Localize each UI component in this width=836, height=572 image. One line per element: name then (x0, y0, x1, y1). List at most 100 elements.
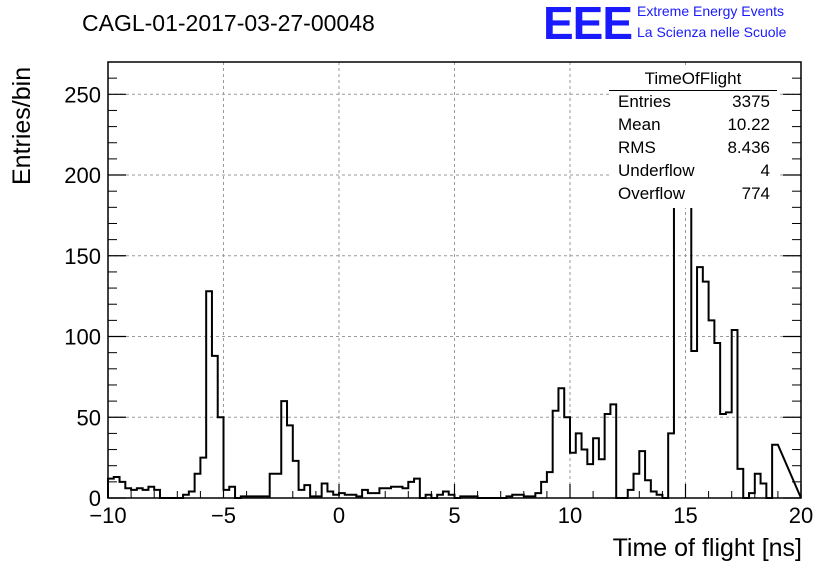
stats-row-mean: Mean 10.22 (618, 115, 770, 137)
histogram-bin (593, 438, 599, 498)
histogram-bin (726, 412, 732, 498)
stats-title: TimeOfFlight (644, 69, 742, 88)
x-axis-label: Time of flight [ns] (612, 534, 802, 562)
histogram-bin (628, 490, 634, 498)
histogram-bin (709, 320, 715, 498)
stats-divider (609, 90, 777, 91)
histogram-bin (645, 480, 651, 498)
histogram-bin (408, 482, 414, 498)
logo-subtitle-line-1: Extreme Energy Events (637, 3, 785, 19)
stats-value: 8.436 (727, 138, 770, 157)
stats-row-rms: RMS 8.436 (618, 138, 770, 160)
histogram-bin (229, 487, 235, 498)
histogram-bin (322, 483, 328, 498)
histogram-bin (651, 492, 657, 498)
histogram-bin (391, 487, 397, 498)
x-tick-label: 10 (558, 503, 582, 528)
x-tick-label: 0 (333, 503, 345, 528)
histogram-bin (714, 343, 720, 498)
histogram-bin (120, 482, 126, 498)
histogram-bin (414, 479, 420, 498)
histogram-bin (195, 474, 201, 498)
histogram-bin (443, 492, 449, 498)
x-tick-label: 15 (673, 503, 697, 528)
histogram-bin (281, 401, 287, 498)
y-tick-label: 150 (64, 244, 101, 269)
histogram-bin (674, 199, 680, 498)
histogram-bin (737, 469, 743, 498)
histogram-bin (610, 404, 616, 498)
histogram-bin (639, 451, 645, 498)
histogram-bin (154, 490, 160, 498)
y-tick-label: 50 (77, 405, 101, 430)
histogram-bin (224, 490, 230, 498)
x-tick-label: −5 (211, 503, 236, 528)
histogram-bin (397, 487, 403, 498)
histogram-bin (189, 492, 195, 498)
histogram-bin (385, 488, 391, 498)
axis-ticks (107, 77, 802, 499)
histogram-bin (293, 461, 299, 498)
histogram-bin (720, 414, 726, 498)
histogram-bin (148, 487, 154, 498)
histogram-bin (137, 488, 143, 498)
stats-value: 10.22 (727, 115, 770, 134)
histogram-bin (403, 488, 409, 498)
histogram-bin (691, 351, 697, 498)
y-axis-label: Entries/bin (8, 66, 36, 185)
stats-value: 4 (760, 161, 770, 180)
histogram-bin (114, 477, 120, 498)
histogram-bin (564, 417, 570, 498)
histogram-bin (131, 490, 137, 498)
histogram-bin (553, 411, 559, 498)
histogram-bin (570, 453, 576, 498)
stats-key: RMS (618, 138, 656, 157)
histogram-bin (697, 267, 703, 498)
stats-key: Entries (618, 92, 671, 111)
y-tick-label: 200 (64, 163, 101, 188)
histogram-bin (587, 464, 593, 498)
histogram-bin (200, 458, 206, 498)
eee-logo: EEE (543, 0, 633, 49)
histogram-bin (755, 474, 761, 498)
histogram-bin (668, 433, 674, 498)
histogram-bin (212, 356, 218, 498)
histogram-bin (287, 425, 293, 498)
x-tick-label: 20 (789, 503, 813, 528)
histogram-bin (143, 490, 149, 498)
stats-row-overflow: Overflow 774 (618, 184, 770, 206)
histogram-bin (379, 488, 385, 498)
histogram-bin (547, 472, 553, 498)
histogram-bin (218, 417, 224, 498)
stats-value: 774 (741, 184, 770, 203)
stats-box: TimeOfFlight Entries 3375 Mean 10.22 RMS… (609, 68, 777, 208)
histogram-bin (576, 433, 582, 498)
histogram-bin (761, 483, 767, 498)
y-tick-label: 250 (64, 82, 101, 107)
run-title: CAGL-01-2017-03-27-00048 (82, 10, 375, 36)
stats-key: Overflow (618, 184, 686, 203)
histogram-bin (362, 490, 368, 498)
logo-subtitle-line-2: La Scienza nelle Scuole (637, 24, 787, 40)
histogram-bin (605, 414, 611, 498)
histogram-bin (275, 474, 281, 498)
x-tick-label: −10 (89, 503, 126, 528)
histogram-bin (599, 459, 605, 498)
stats-key: Underflow (618, 161, 695, 180)
histogram-bin (703, 282, 709, 498)
y-tick-label: 0 (89, 486, 101, 511)
x-tick-label: 5 (448, 503, 460, 528)
stats-value: 3375 (732, 92, 770, 111)
histogram-bin (558, 388, 564, 498)
y-tick-label: 100 (64, 325, 101, 350)
histogram-bin (634, 474, 640, 498)
histogram-bin (772, 445, 778, 498)
histogram-bin (304, 485, 310, 498)
histogram-bin (270, 474, 276, 498)
stats-key: Mean (618, 115, 661, 134)
histogram-bin (541, 482, 547, 498)
histogram-bin (582, 450, 588, 498)
histogram-bin (125, 488, 131, 498)
histogram-bin (206, 291, 212, 498)
